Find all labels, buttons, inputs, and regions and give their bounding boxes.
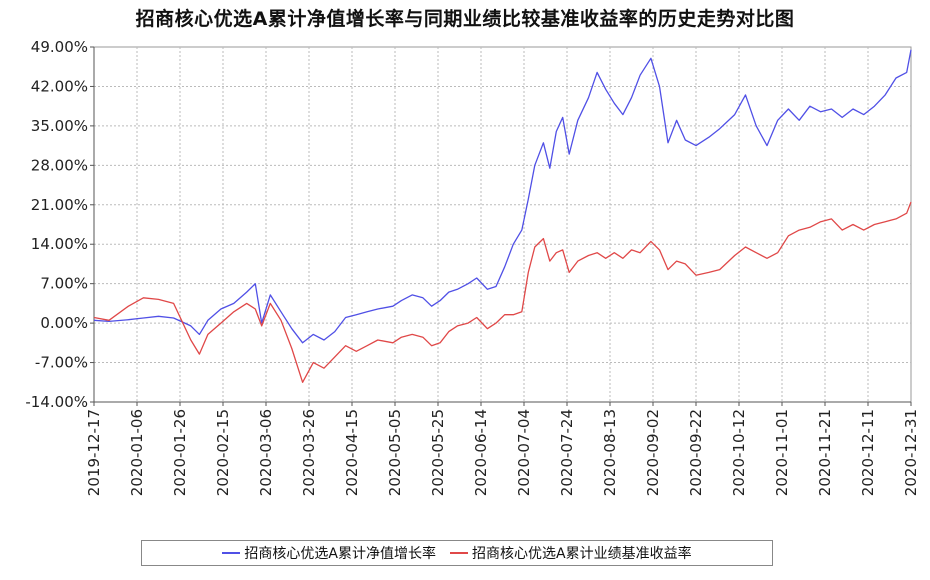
legend-swatch-fund [222, 552, 241, 554]
y-tick-label: -7.00% [35, 354, 88, 372]
x-tick-label: 2020-09-22 [687, 409, 705, 496]
x-tick-label: 2020-05-05 [386, 409, 404, 496]
y-tick-label: 14.00% [31, 235, 88, 253]
x-tick-label: 2019-12-17 [85, 409, 103, 496]
y-tick-label: 28.00% [31, 156, 88, 174]
y-tick-label: 21.00% [31, 196, 88, 214]
x-tick-label: 2020-03-26 [300, 409, 318, 496]
y-tick-label: 49.00% [31, 38, 88, 56]
plot-frame [93, 46, 912, 403]
x-tick-label: 2020-09-02 [644, 409, 662, 496]
x-tick-label: 2020-08-13 [601, 409, 619, 496]
x-tick-label: 2020-12-31 [902, 409, 920, 496]
x-tick-label: 2020-11-01 [773, 409, 791, 496]
chart-title: 招商核心优选A累计净值增长率与同期业绩比较基准收益率的历史走势对比图 [135, 8, 795, 30]
legend-swatch-benchmark [450, 552, 468, 554]
y-tick-label: 7.00% [40, 275, 88, 293]
legend-label-fund: 招商核心优选A累计净值增长率 [244, 546, 436, 562]
x-tick-label: 2020-05-25 [429, 409, 447, 496]
axes: 49.00% 42.00% 35.00% 28.00% 21.00% 14.00% 7.00… [25, 38, 920, 496]
series-lines [93, 49, 912, 383]
x-tick-label: 2020-11-21 [816, 409, 834, 496]
x-tick-label: 2020-01-06 [128, 409, 146, 496]
y-tick-label: 35.00% [31, 117, 88, 135]
grid-lines [93, 46, 912, 403]
x-tick-label: 2020-12-11 [859, 409, 877, 496]
x-tick-label: 2020-10-12 [730, 409, 748, 496]
x-tick-label: 2020-06-14 [472, 409, 490, 496]
y-tick-label: -14.00% [25, 393, 88, 411]
y-tick-label: 0.00% [40, 314, 88, 332]
legend-label-benchmark: 招商核心优选A累计业绩基准收益率 [472, 546, 692, 562]
y-tick-label: 42.00% [31, 77, 88, 95]
chart-legend: 招商核心优选A累计净值增长率 招商核心优选A累计业绩基准收益率 [141, 540, 773, 566]
line-chart: 49.00% 42.00% 35.00% 28.00% 21.00% 14.00% 7.00… [25, 38, 920, 496]
series-line-fund [93, 49, 912, 344]
legend-item-benchmark: 招商核心优选A累计业绩基准收益率 [450, 543, 692, 563]
legend-item-fund: 招商核心优选A累计净值增长率 [222, 543, 436, 563]
x-tick-label: 2020-02-15 [214, 409, 232, 496]
x-tick-label: 2020-04-15 [343, 409, 361, 496]
x-tick-label: 2020-03-06 [257, 409, 275, 496]
x-tick-label: 2020-01-26 [171, 409, 189, 496]
x-tick-label: 2020-07-04 [515, 409, 533, 496]
x-tick-label: 2020-07-24 [558, 409, 576, 496]
series-line-benchmark [93, 201, 912, 383]
